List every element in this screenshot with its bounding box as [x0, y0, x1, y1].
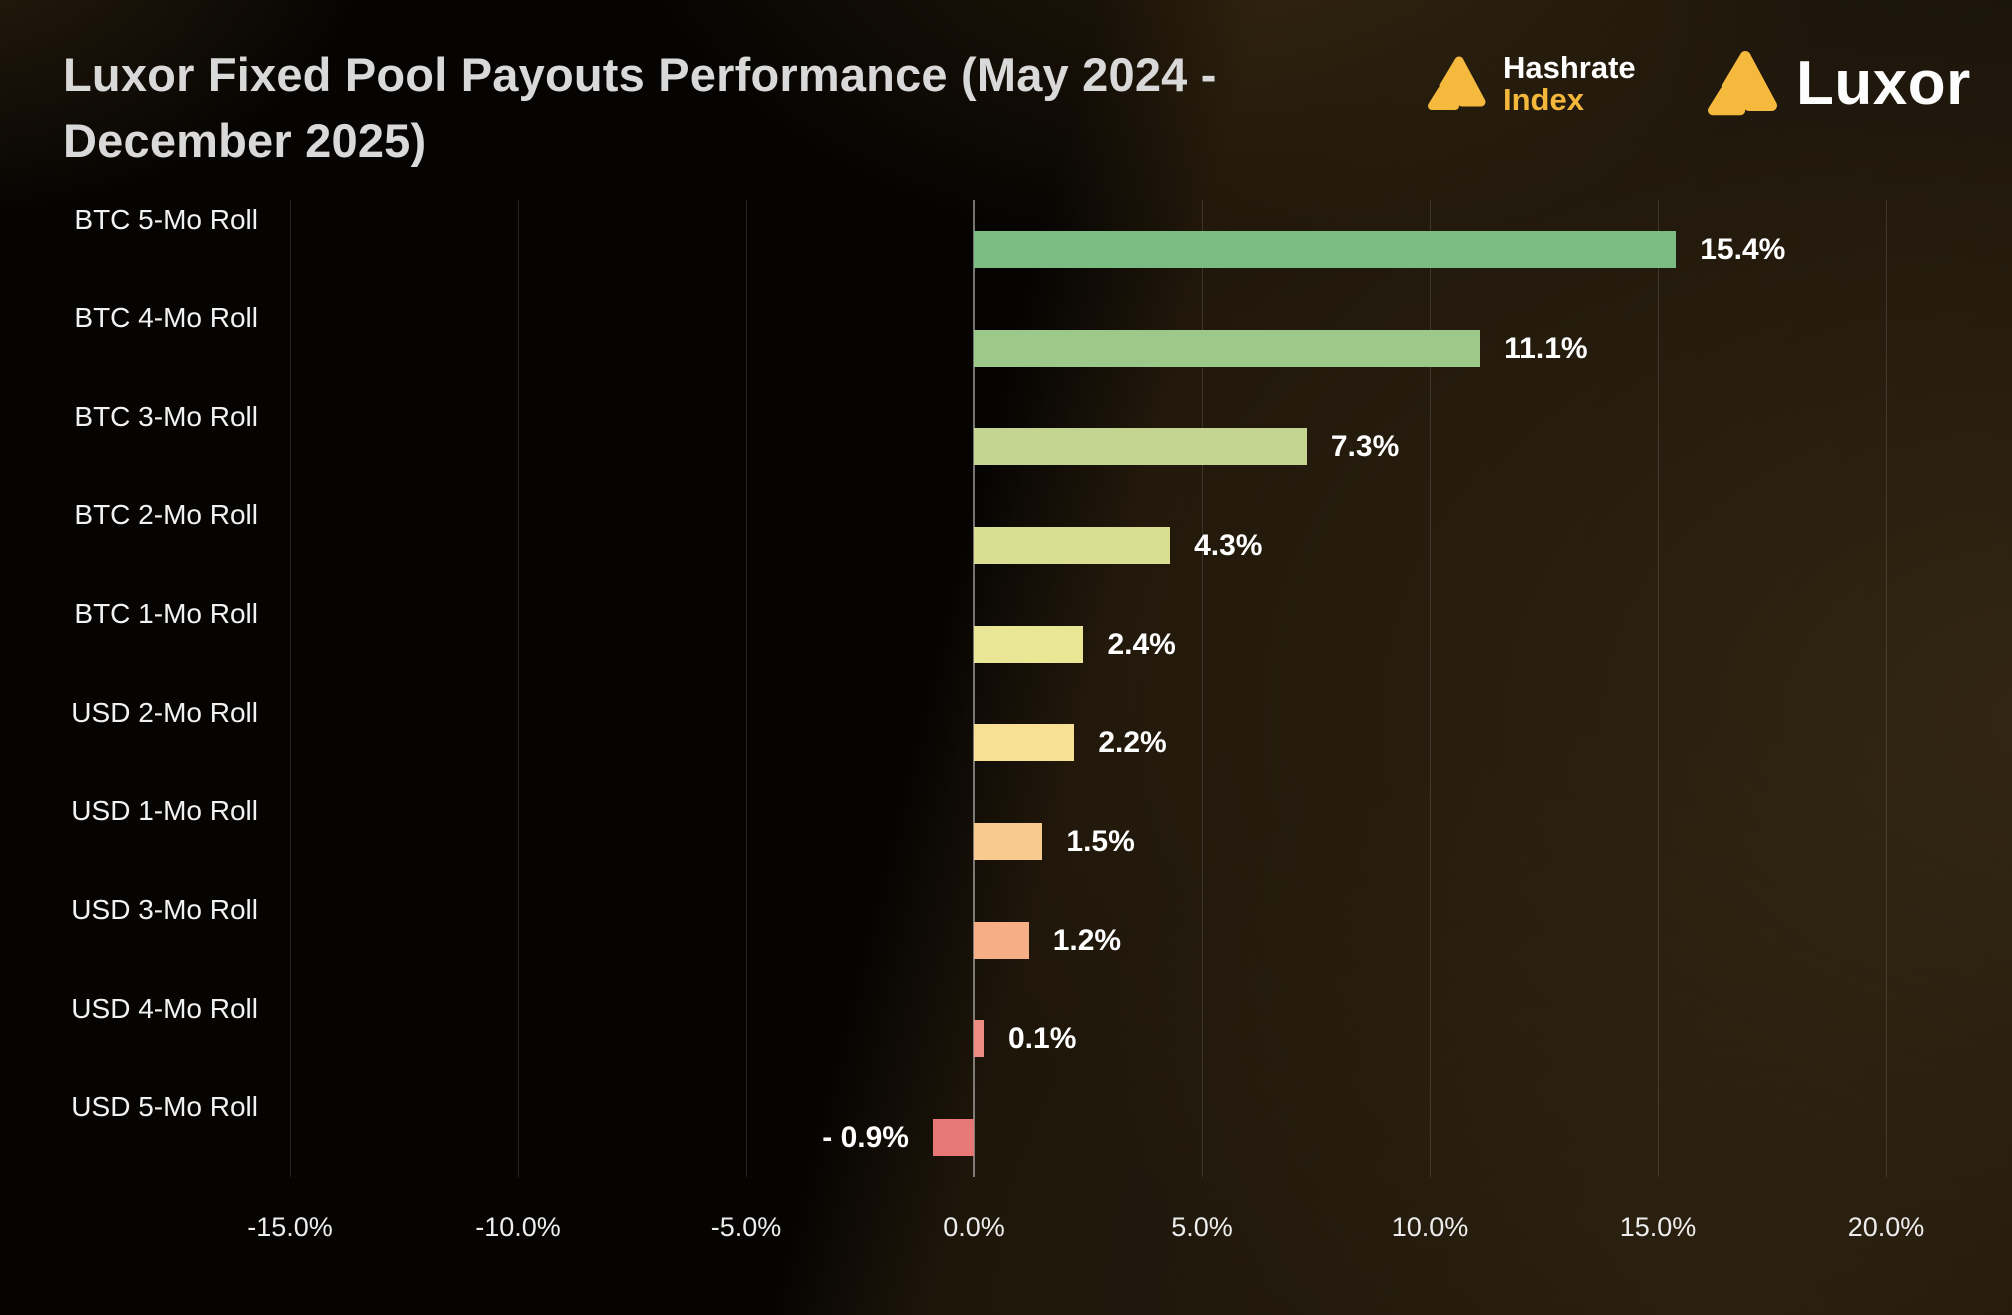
chart-title-line-1: Luxor Fixed Pool Payouts Performance (Ma…: [63, 48, 1217, 101]
hashrate-index-triangle-icon: [1428, 56, 1486, 110]
bar: [974, 329, 1481, 367]
bar: [932, 1118, 974, 1156]
category-label: BTC 3-Mo Roll: [74, 400, 258, 432]
luxor-triangle-icon: [1708, 50, 1777, 115]
gridline: [1657, 200, 1659, 1177]
category-label: BTC 2-Mo Roll: [74, 499, 258, 531]
gridline: [289, 200, 291, 1177]
x-tick-label: 10.0%: [1391, 1212, 1469, 1242]
x-tick-label: -15.0%: [247, 1212, 333, 1242]
bar: [974, 231, 1677, 268]
bar-value-label: 1.5%: [1066, 824, 1135, 858]
bar-value-label: 2.2%: [1098, 726, 1167, 760]
category-label: USD 1-Mo Roll: [71, 795, 258, 827]
category-label: BTC 5-Mo Roll: [74, 203, 258, 235]
category-label: USD 5-Mo Roll: [71, 1091, 258, 1123]
bar-value-label: 1.2%: [1052, 923, 1122, 957]
category-label: USD 4-Mo Roll: [71, 992, 258, 1024]
bar: [974, 526, 1171, 564]
bar: [974, 625, 1084, 663]
bar-value-label: 15.4%: [1700, 233, 1786, 266]
bar: [974, 1020, 984, 1058]
bar: [974, 428, 1307, 466]
bar-value-label: 2.4%: [1107, 627, 1176, 661]
hashrate-index-logo: Hashrate Index: [1428, 52, 1636, 116]
x-tick-label: -5.0%: [710, 1212, 782, 1242]
category-label: BTC 4-Mo Roll: [74, 302, 258, 334]
luxor-logo: Luxor: [1708, 48, 1971, 119]
gridline: [1885, 200, 1887, 1177]
bar: [974, 822, 1043, 860]
gridline: [1429, 200, 1431, 1177]
chart-title: Luxor Fixed Pool Payouts Performance (Ma…: [63, 42, 1217, 174]
gridline: [745, 200, 747, 1177]
category-label: USD 3-Mo Roll: [71, 894, 258, 926]
x-tick-label: 20.0%: [1847, 1212, 1925, 1242]
bar-value-label: - 0.9%: [822, 1120, 909, 1154]
category-label: USD 2-Mo Roll: [71, 696, 258, 728]
x-tick-label: 15.0%: [1619, 1212, 1697, 1242]
bar-value-label: 11.1%: [1504, 331, 1588, 365]
gridline: [517, 200, 519, 1177]
x-tick-label: -10.0%: [475, 1212, 561, 1242]
x-tick-label: 0.0%: [943, 1212, 1005, 1242]
bar-value-label: 0.1%: [1008, 1022, 1077, 1056]
chart-title-line-2: December 2025): [63, 114, 427, 167]
bar: [974, 724, 1075, 762]
category-label: BTC 1-Mo Roll: [74, 598, 258, 630]
hashrate-index-logo-text-bottom: Index: [1503, 82, 1584, 117]
luxor-logo-text: Luxor: [1796, 49, 1971, 118]
gridline: [1201, 200, 1203, 1177]
bar-value-label: 7.3%: [1330, 430, 1400, 464]
bar-value-label: 4.3%: [1194, 528, 1263, 562]
hashrate-index-logo-text-top: Hashrate: [1503, 50, 1636, 85]
x-tick-label: 5.0%: [1171, 1212, 1233, 1242]
bar: [974, 921, 1029, 959]
zero-gridline: [973, 200, 975, 1177]
